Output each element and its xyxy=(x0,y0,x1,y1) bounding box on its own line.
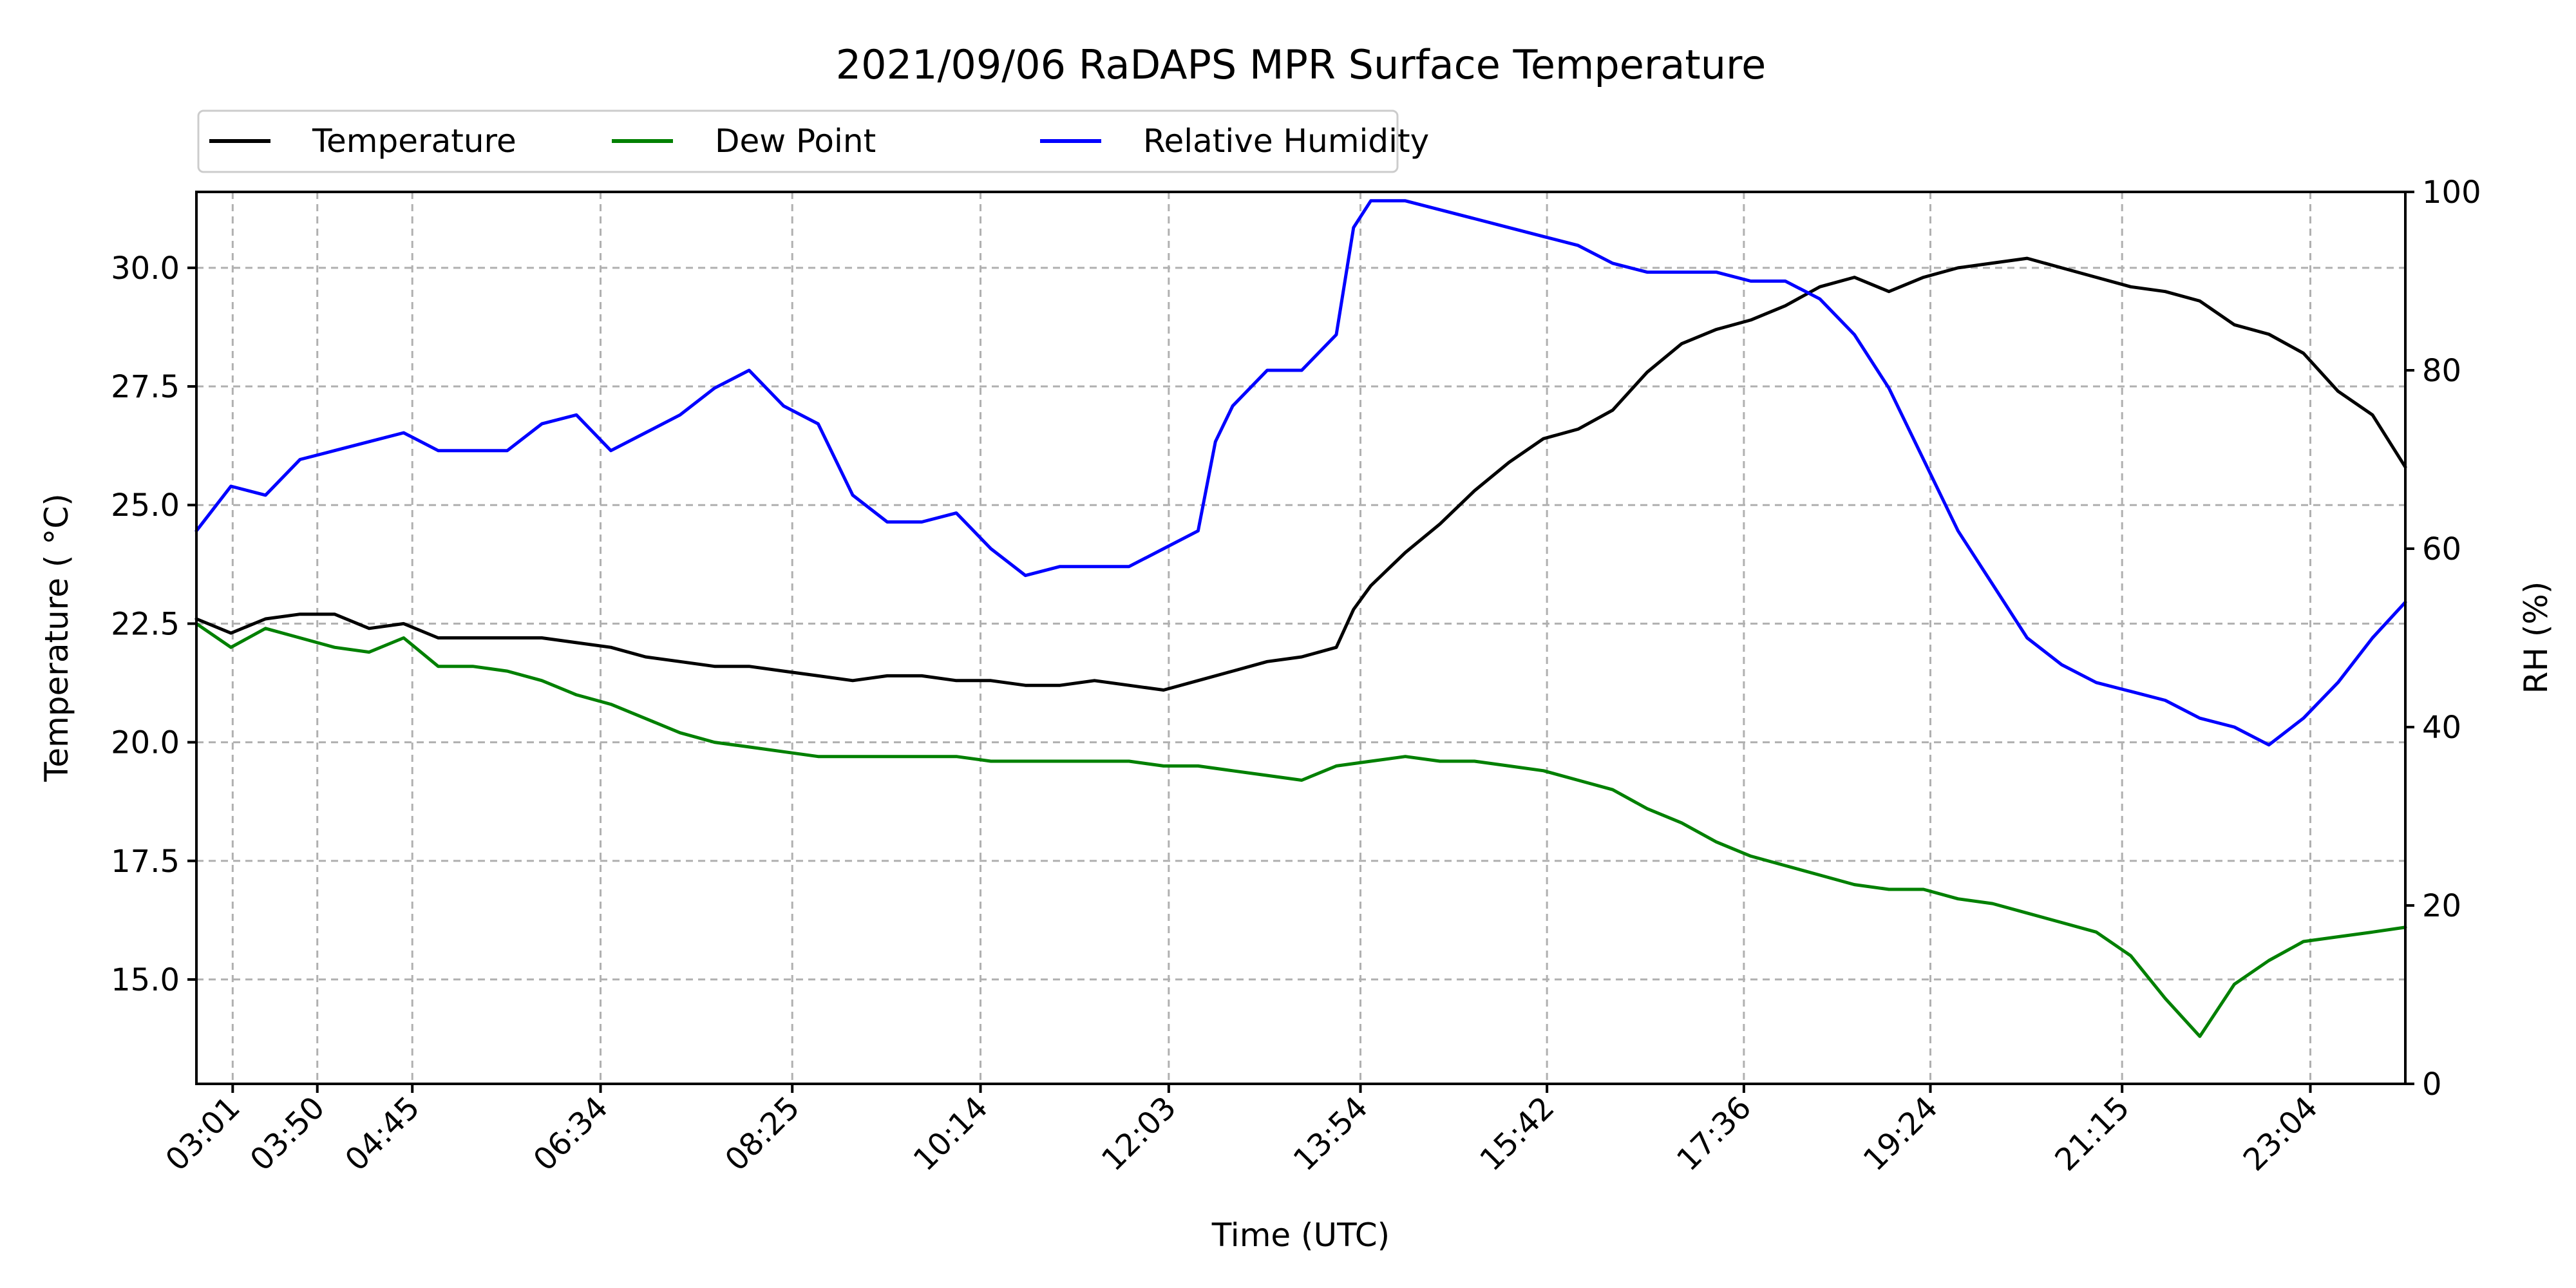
y-tick-label: 27.5 xyxy=(111,369,180,405)
x-tick-label: 08:25 xyxy=(718,1090,806,1178)
series-line-relative-humidity xyxy=(194,199,2407,747)
y2-tick-label: 60 xyxy=(2422,531,2461,567)
grid xyxy=(196,192,2405,1084)
y-tick-label: 30.0 xyxy=(111,251,180,287)
x-tick-label: 10:14 xyxy=(907,1090,995,1178)
x-tick-label: 15:42 xyxy=(1473,1090,1561,1178)
legend: Temperature Dew Point Relative Humidity xyxy=(197,109,1429,173)
y2-tick-label: 20 xyxy=(2422,888,2461,924)
series-line-temperature xyxy=(194,256,2407,692)
y-tick-label: 17.5 xyxy=(111,844,180,880)
plot-series xyxy=(194,199,2407,1038)
y2-axis-label: RH (%) xyxy=(2517,582,2555,694)
x-tick-label: 03:50 xyxy=(243,1090,332,1178)
x-tick-label: 17:36 xyxy=(1670,1090,1758,1178)
legend-box xyxy=(197,109,1399,173)
chart-title: 2021/09/06 RaDAPS MPR Surface Temperatur… xyxy=(836,41,1766,88)
y-axis-label: Temperature ( °C) xyxy=(38,493,75,782)
x-tick-label: 12:03 xyxy=(1095,1090,1183,1178)
y-axis-right: 0 20 40 60 80 100 xyxy=(2405,175,2481,1103)
x-tick-label: 04:45 xyxy=(338,1090,426,1178)
y-axis-left: 15.0 17.5 20.0 22.5 25.0 27.5 30.0 xyxy=(111,251,196,998)
x-tick-label: 19:24 xyxy=(1857,1090,1945,1178)
y2-tick-label: 40 xyxy=(2422,710,2461,746)
legend-label-temperature: Temperature xyxy=(312,122,516,160)
y2-tick-label: 0 xyxy=(2422,1066,2442,1103)
y2-tick-label: 80 xyxy=(2422,353,2461,389)
series-line-dew-point xyxy=(194,621,2407,1038)
plot-frame xyxy=(195,191,2407,1085)
y-tick-label: 22.5 xyxy=(111,606,180,642)
x-tick-label: 06:34 xyxy=(527,1090,615,1178)
y-tick-label: 20.0 xyxy=(111,725,180,761)
y-tick-label: 15.0 xyxy=(111,962,180,998)
y-tick-label: 25.0 xyxy=(111,488,180,524)
legend-label-dew-point: Dew Point xyxy=(715,122,876,160)
y2-tick-label: 100 xyxy=(2422,175,2481,211)
x-axis-label: Time (UTC) xyxy=(1211,1217,1390,1254)
x-tick-label: 03:01 xyxy=(158,1090,247,1178)
x-tick-label: 23:04 xyxy=(2237,1090,2325,1178)
x-tick-label: 21:15 xyxy=(2048,1090,2136,1178)
legend-label-relative-humidity: Relative Humidity xyxy=(1143,122,1429,160)
x-tick-label: 13:54 xyxy=(1287,1090,1375,1178)
